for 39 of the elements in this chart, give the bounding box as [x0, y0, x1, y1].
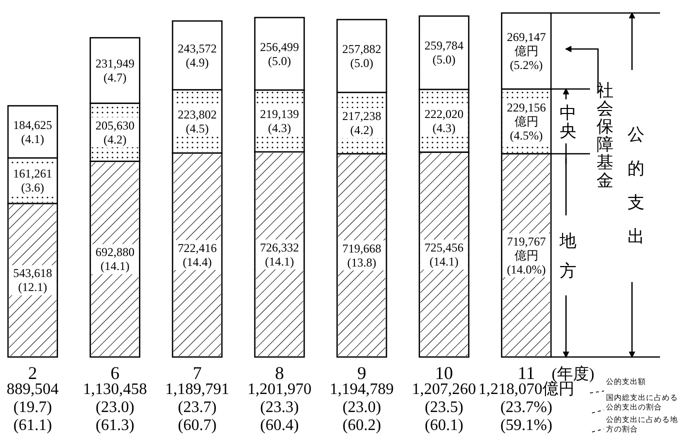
data-label: 543,618 (12.1): [13, 266, 52, 294]
data-label: 205,630 (4.2): [95, 118, 134, 146]
text: 公的支出: [628, 125, 644, 246]
total-label: 1,201,970 (23.3) (60.4): [248, 381, 312, 434]
data-label: 259,784 (5.0): [424, 38, 464, 67]
series-label: 地方: [558, 231, 576, 280]
data-label: 725,456 (14.1): [424, 240, 464, 269]
total-label: 1,130,458 (23.0) (61.3): [82, 381, 147, 434]
x-tick-label: 6: [110, 363, 120, 383]
data-label: 243,572 (4.9): [178, 41, 217, 70]
data-label: 161,261 (3.6): [13, 166, 52, 195]
data-label: 222,020 (4.3): [424, 106, 464, 135]
data-label: 257,882 (5.0): [342, 42, 382, 70]
data-label: 219,139 (4.3): [260, 106, 299, 135]
data-label: 231,949 (4.7): [95, 56, 134, 84]
data-label: 223,802 (4.5): [178, 107, 217, 136]
series-label: 中央: [560, 103, 576, 140]
x-tick-label: 8: [275, 363, 284, 383]
data-label: 722,416 (14.4): [178, 240, 217, 269]
data-label: 256,499 (5.0): [260, 40, 299, 68]
data-label: 217,238 (4.2): [342, 109, 382, 138]
data-label: 719,668 (13.8): [342, 241, 382, 270]
legend-label: 社会保障基金: [596, 81, 614, 190]
data-label: 269,147 億円 (5.2%): [506, 30, 546, 72]
data-label: 692,880 (14.1): [95, 245, 134, 274]
x-tick-label: 10: [435, 363, 454, 383]
x-tick-label: 7: [192, 363, 202, 383]
total-label: 1,189,791 (23.7) (60.7): [165, 381, 230, 434]
x-tick-label: 2: [28, 363, 38, 383]
x-tick-label: 11: [518, 363, 535, 383]
total-label: 1,207,260 (23.5) (60.1): [412, 381, 476, 434]
data-label: 726,332 (14.1): [260, 240, 299, 268]
data-label: 229,156 億円 (4.5%): [506, 100, 546, 142]
data-label: 184,625 (4.1): [13, 118, 52, 146]
total-label: 1,218,070億円 (23.7%) (59.1%): [478, 380, 574, 434]
x-tick-label: 9: [357, 363, 366, 383]
total-label: 1,194,789 (23.0) (60.2): [330, 381, 394, 434]
total-label: 889,504 (19.7) (61.1): [6, 381, 59, 434]
data-label: 719,767 億円 (14.0%): [506, 234, 546, 276]
